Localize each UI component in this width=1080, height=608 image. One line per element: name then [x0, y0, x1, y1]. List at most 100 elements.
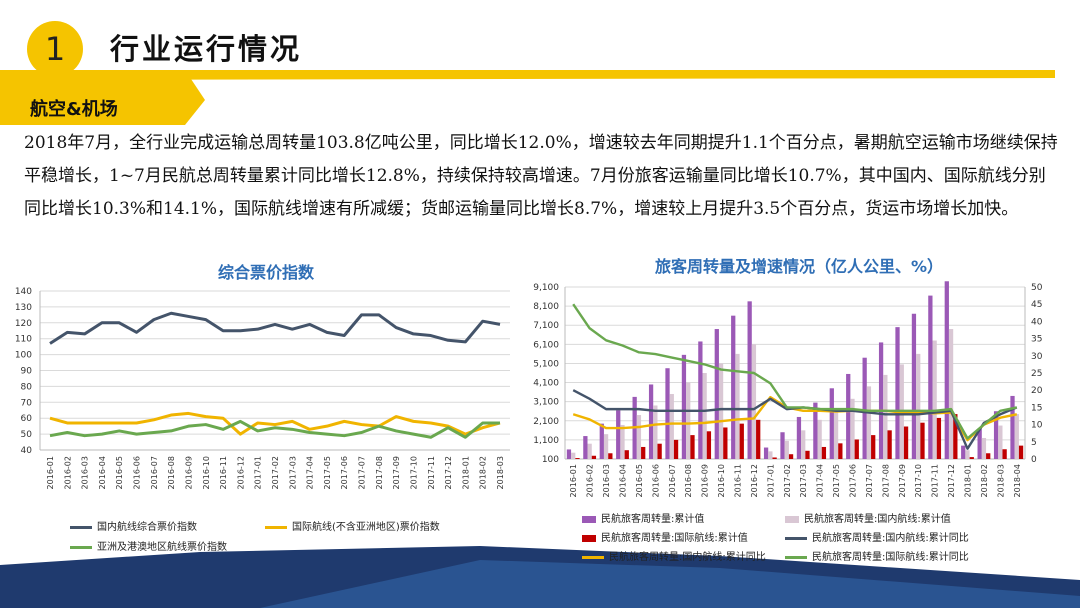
x-tick-label: 2016-10 — [202, 456, 211, 489]
legend-swatch — [785, 536, 807, 540]
y-tick-label: 130 — [15, 303, 32, 313]
x-tick-label: 2016-10 — [717, 464, 726, 497]
legend-swatch — [582, 555, 604, 559]
legend-label: 国际航线(不含亚洲地区)票价指数 — [292, 522, 440, 533]
bar-0 — [796, 416, 802, 459]
x-tick-label: 2017-05 — [832, 464, 841, 497]
x-tick-label: 2017-04 — [306, 456, 315, 489]
y-tick-label: 120 — [15, 319, 32, 329]
y-tick-label-right: 30 — [1031, 352, 1043, 362]
x-tick-label: 2017-06 — [340, 456, 349, 489]
legend-swatch — [785, 515, 799, 523]
x-tick-label: 2017-07 — [865, 464, 874, 497]
bar-0 — [895, 327, 900, 459]
bar-1 — [784, 440, 789, 459]
x-tick-label: 2016-08 — [167, 456, 176, 489]
y-tick-label: 60 — [21, 414, 33, 424]
x-tick-label: 2016-12 — [236, 456, 245, 489]
x-tick-label: 2016-05 — [115, 456, 124, 489]
x-tick-label: 2017-11 — [931, 464, 940, 497]
legend-label: 国内航线综合票价指数 — [97, 522, 197, 533]
bar-1 — [883, 374, 888, 459]
bar-2 — [903, 426, 909, 459]
bar-2 — [969, 457, 974, 459]
legend-swatch — [70, 545, 92, 549]
section-label: 航空&机场 — [30, 99, 118, 120]
x-tick-label: 2016-06 — [133, 456, 142, 489]
legend-item: 国内航线综合票价指数 — [70, 518, 197, 533]
y-tick-label: 100 — [15, 351, 32, 361]
y-tick-label: 50 — [21, 430, 33, 440]
bar-2 — [641, 446, 646, 459]
bar-2 — [706, 431, 712, 459]
passenger-turnover-legend: 民航旅客周转量:累计值 民航旅客周转量:国内航线:累计值民航旅客周转量:国际航线:… — [580, 508, 1050, 568]
bar-1 — [866, 386, 872, 459]
bar-2 — [871, 435, 876, 459]
y-tick-label-right: 20 — [1031, 386, 1043, 396]
section-number-badge: 1 — [27, 21, 83, 77]
bar-2 — [608, 453, 613, 459]
bar-2 — [1002, 449, 1007, 459]
series-line-2 — [49, 419, 500, 439]
y-tick-label-right: 35 — [1031, 335, 1042, 345]
x-tick-label: 2016-01 — [46, 456, 55, 489]
passenger-turnover-chart: 1001,1002,1003,1004,1005,1006,1007,1008,… — [533, 281, 1043, 497]
bar-2 — [1018, 445, 1024, 459]
legend-label: 民航旅客周转量:国内航线:累计同比 — [812, 533, 969, 544]
legend-item: 国际航线(不含亚洲地区)票价指数 — [265, 518, 440, 533]
footer-wave-light — [260, 560, 1080, 608]
legend-item: 亚洲及港澳地区航线票价指数 — [70, 538, 227, 553]
legend-label: 民航旅客周转量:国内航线:累计同比 — [609, 552, 766, 563]
series-line-1 — [49, 411, 501, 436]
bar-2 — [887, 430, 892, 459]
bar-2 — [723, 427, 728, 459]
x-tick-label: 2016-09 — [701, 464, 710, 497]
bar-2 — [772, 457, 777, 459]
bar-1 — [932, 340, 937, 459]
bar-2 — [838, 443, 843, 459]
bar-1 — [718, 363, 724, 459]
x-tick-label: 2017-01 — [254, 456, 263, 489]
x-tick-label: 2017-11 — [427, 456, 436, 489]
y-tick-label: 90 — [21, 367, 33, 377]
x-tick-label: 2016-02 — [586, 464, 595, 497]
legend-item: 民航旅客周转量:国际航线:累计同比 — [785, 548, 969, 563]
legend-swatch — [265, 525, 287, 529]
legend-swatch — [785, 555, 807, 559]
series-line-0 — [49, 311, 501, 345]
x-tick-label: 2017-03 — [288, 456, 297, 489]
x-tick-label: 2017-02 — [783, 464, 792, 497]
bar-1 — [817, 419, 822, 459]
bar-0 — [681, 354, 687, 459]
bar-0 — [714, 329, 719, 459]
x-tick-label: 2016-07 — [150, 456, 159, 489]
fare-index-chart: 40 50 60 70 80 90 100 110 120 130 140 2016-01 2016-0… — [15, 287, 510, 489]
legend-item: 民航旅客周转量:国内航线:累计值 — [785, 510, 951, 525]
growth-line-2 — [572, 303, 1018, 440]
bar-1 — [965, 450, 970, 459]
bar-1 — [603, 434, 609, 459]
legend-label: 亚洲及港澳地区航线票价指数 — [97, 542, 227, 553]
bar-1 — [653, 405, 658, 459]
x-tick-label: 2017-09 — [898, 464, 907, 497]
x-tick-label: 2017-03 — [799, 464, 808, 497]
x-tick-label: 2016-12 — [750, 464, 759, 497]
page-title: 行业运行情况 — [110, 32, 303, 66]
legend-item: 民航旅客周转量:国内航线:累计同比 — [785, 529, 969, 544]
bar-2 — [756, 419, 761, 459]
legend-label: 民航旅客周转量:累计值 — [601, 514, 705, 525]
y-tick-label-right: 10 — [1031, 421, 1043, 431]
bar-0 — [599, 423, 604, 459]
y-tick-label-right: 15 — [1031, 403, 1042, 413]
y-tick-label: 140 — [15, 287, 32, 297]
x-tick-label: 2018-02 — [980, 464, 989, 497]
legend-label: 民航旅客周转量:国内航线:累计值 — [804, 514, 951, 525]
bar-0 — [993, 411, 999, 459]
y-tick-label-left: 6,100 — [533, 340, 559, 350]
bar-1 — [948, 329, 954, 459]
bar-0 — [928, 295, 933, 459]
x-tick-label: 2016-09 — [184, 456, 193, 489]
x-tick-label: 2018-01 — [964, 464, 973, 497]
y-tick-label-left: 100 — [542, 455, 559, 465]
bar-2 — [936, 417, 942, 459]
